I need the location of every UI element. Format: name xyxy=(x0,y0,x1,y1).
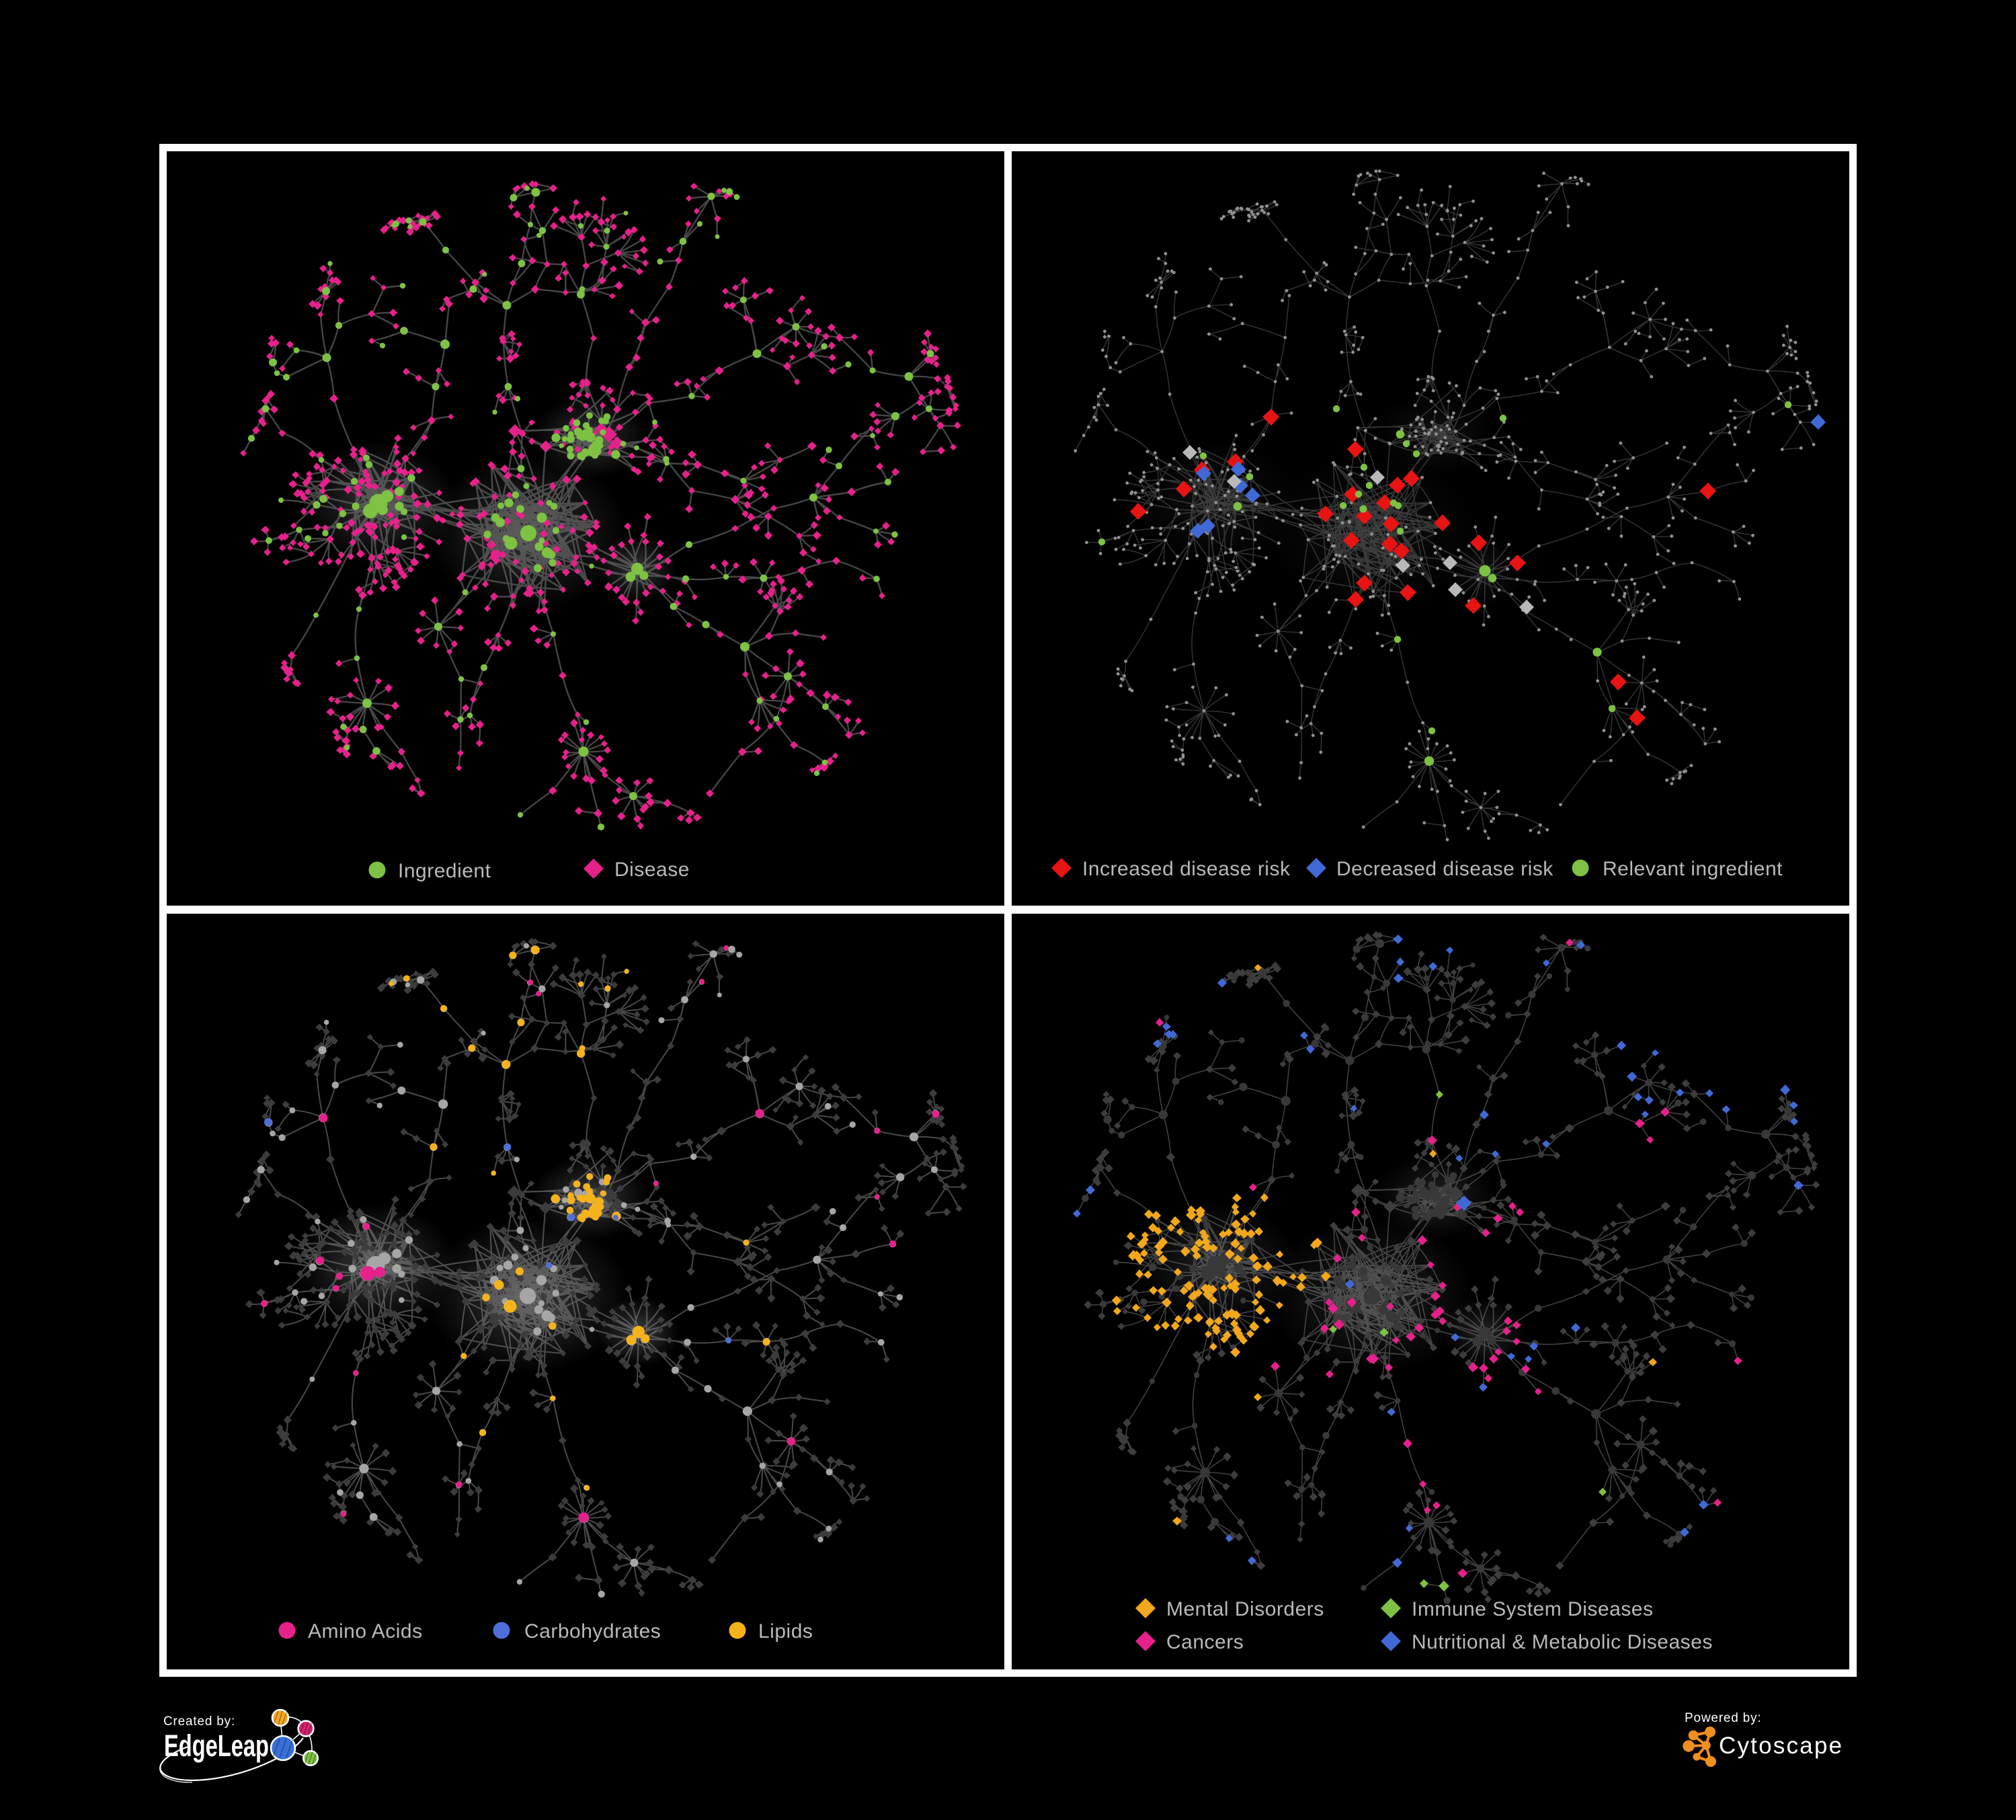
svg-text:Immune System Diseases: Immune System Diseases xyxy=(1412,1598,1653,1620)
svg-text:Ingredient: Ingredient xyxy=(398,860,491,882)
svg-text:Mental Disorders: Mental Disorders xyxy=(1166,1598,1324,1620)
svg-text:Relevant ingredient: Relevant ingredient xyxy=(1603,858,1783,880)
svg-text:Disease: Disease xyxy=(614,859,690,881)
svg-text:Lipids: Lipids xyxy=(758,1620,813,1643)
svg-text:Decreased disease risk: Decreased disease risk xyxy=(1336,858,1554,880)
svg-text:EdgeLeap: EdgeLeap xyxy=(164,1729,269,1763)
svg-text:Cancers: Cancers xyxy=(1166,1631,1244,1653)
svg-text:Increased disease risk: Increased disease risk xyxy=(1082,858,1291,880)
svg-text:Powered by:: Powered by: xyxy=(1685,1711,1761,1725)
svg-text:Cytoscape: Cytoscape xyxy=(1719,1733,1843,1759)
svg-text:Carbohydrates: Carbohydrates xyxy=(524,1620,661,1643)
svg-text:Created by:: Created by: xyxy=(163,1714,235,1729)
svg-text:Nutritional & Metabolic Diseas: Nutritional & Metabolic Diseases xyxy=(1412,1631,1713,1653)
svg-text:Amino Acids: Amino Acids xyxy=(308,1620,423,1643)
